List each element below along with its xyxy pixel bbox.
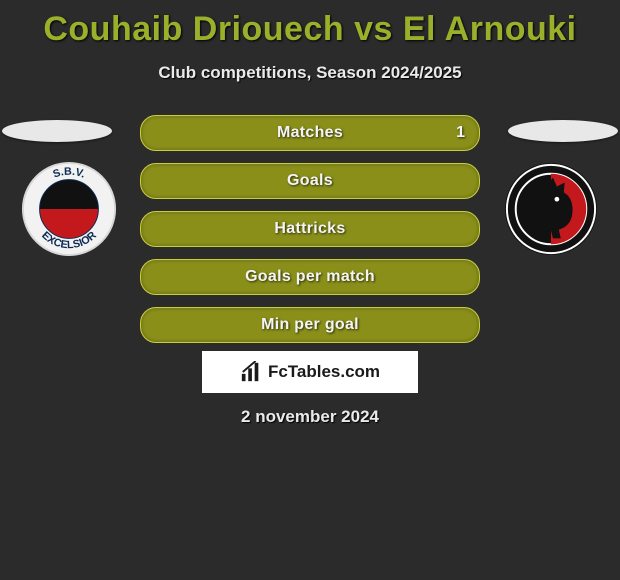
brand-text: FcTables.com <box>268 362 380 382</box>
stat-row-mpg: Min per goal <box>140 307 480 343</box>
stat-label: Goals <box>287 172 333 190</box>
date-text: 2 november 2024 <box>0 407 620 427</box>
stat-label: Goals per match <box>245 268 375 286</box>
stat-val-right: 1 <box>456 124 465 142</box>
right-player-placeholder <box>508 120 618 142</box>
stat-row-goals: Goals <box>140 163 480 199</box>
bar-chart-icon <box>240 361 262 383</box>
brand-box: FcTables.com <box>202 351 418 393</box>
page-subtitle: Club competitions, Season 2024/2025 <box>0 63 620 83</box>
stat-row-gpm: Goals per match <box>140 259 480 295</box>
stat-row-hattricks: Hattricks <box>140 211 480 247</box>
club-logo-right <box>502 160 600 258</box>
stat-label: Hattricks <box>274 220 345 238</box>
comparison-card: Couhaib Driouech vs El Arnouki Club comp… <box>0 0 620 580</box>
club-logo-left: S.B.V. EXCELSIOR <box>20 160 118 258</box>
stats-column: Matches 1 Goals Hattricks Goals per matc… <box>140 115 480 355</box>
excelsior-crest-icon: S.B.V. EXCELSIOR <box>20 160 118 258</box>
page-title: Couhaib Driouech vs El Arnouki <box>0 0 620 49</box>
left-player-placeholder <box>2 120 112 142</box>
helmond-crest-icon <box>502 160 600 258</box>
stat-label: Matches <box>277 124 343 142</box>
stat-row-matches: Matches 1 <box>140 115 480 151</box>
stat-label: Min per goal <box>261 316 359 334</box>
